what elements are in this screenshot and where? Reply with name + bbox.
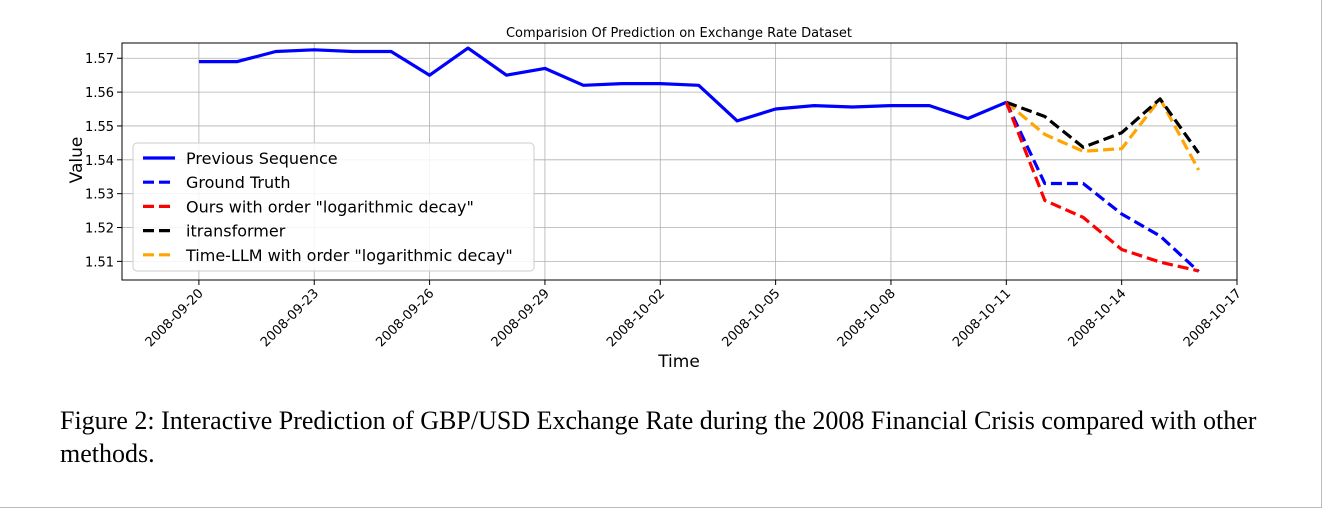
legend: Previous Sequence Ground Truth Ours with o…	[132, 142, 535, 272]
x-tick-label: 2008-10-11	[950, 286, 1014, 350]
y-tick-label: 1.51	[85, 255, 114, 270]
series-line-0	[198, 46, 1007, 123]
y-tick-label: 1.56	[85, 86, 114, 101]
chart-title: Comparision Of Prediction on Exchange Ra…	[506, 26, 852, 41]
x-tick-label: 2008-10-02	[604, 286, 668, 350]
x-tick-label: 2008-10-08	[835, 286, 899, 350]
legend-box	[132, 142, 535, 272]
x-tick-label: 2008-09-20	[143, 286, 207, 350]
series-line-4	[1005, 97, 1201, 171]
x-tick-label: 2008-09-23	[258, 286, 322, 350]
x-tick-label: 2008-10-17	[1181, 286, 1245, 350]
y-tick-label: 1.54	[85, 154, 114, 169]
y-tick-label: 1.52	[85, 222, 114, 237]
y-tick-label: 1.55	[85, 120, 114, 135]
series-lines	[198, 46, 1201, 273]
y-tick-label: 1.57	[85, 52, 114, 67]
legend-label-3: itransformer	[186, 222, 286, 241]
figure-caption: Figure 2: Interactive Prediction of GBP/…	[60, 406, 1257, 468]
y-axis-label: Value	[67, 137, 87, 184]
x-tick-label: 2008-09-26	[373, 286, 437, 350]
legend-label-4: Time-LLM with order "logarithmic decay"	[185, 246, 513, 265]
x-tick-label: 2008-09-29	[489, 286, 553, 350]
legend-label-0: Previous Sequence	[186, 149, 338, 168]
x-axis-label: Time	[657, 352, 700, 372]
series-line-3	[1005, 97, 1200, 154]
y-tick-label: 1.53	[85, 188, 114, 203]
x-tick-label: 2008-10-05	[719, 286, 783, 350]
series-line-2	[1004, 101, 1199, 273]
x-tick-label: 2008-10-14	[1065, 286, 1129, 350]
legend-label-2: Ours with order "logarithmic decay"	[186, 197, 474, 216]
legend-label-1: Ground Truth	[186, 173, 291, 192]
plot-area	[121, 42, 1238, 281]
series-line-1	[1004, 101, 1200, 273]
line-chart: Comparision Of Prediction on Exchange Ra…	[67, 26, 1245, 372]
